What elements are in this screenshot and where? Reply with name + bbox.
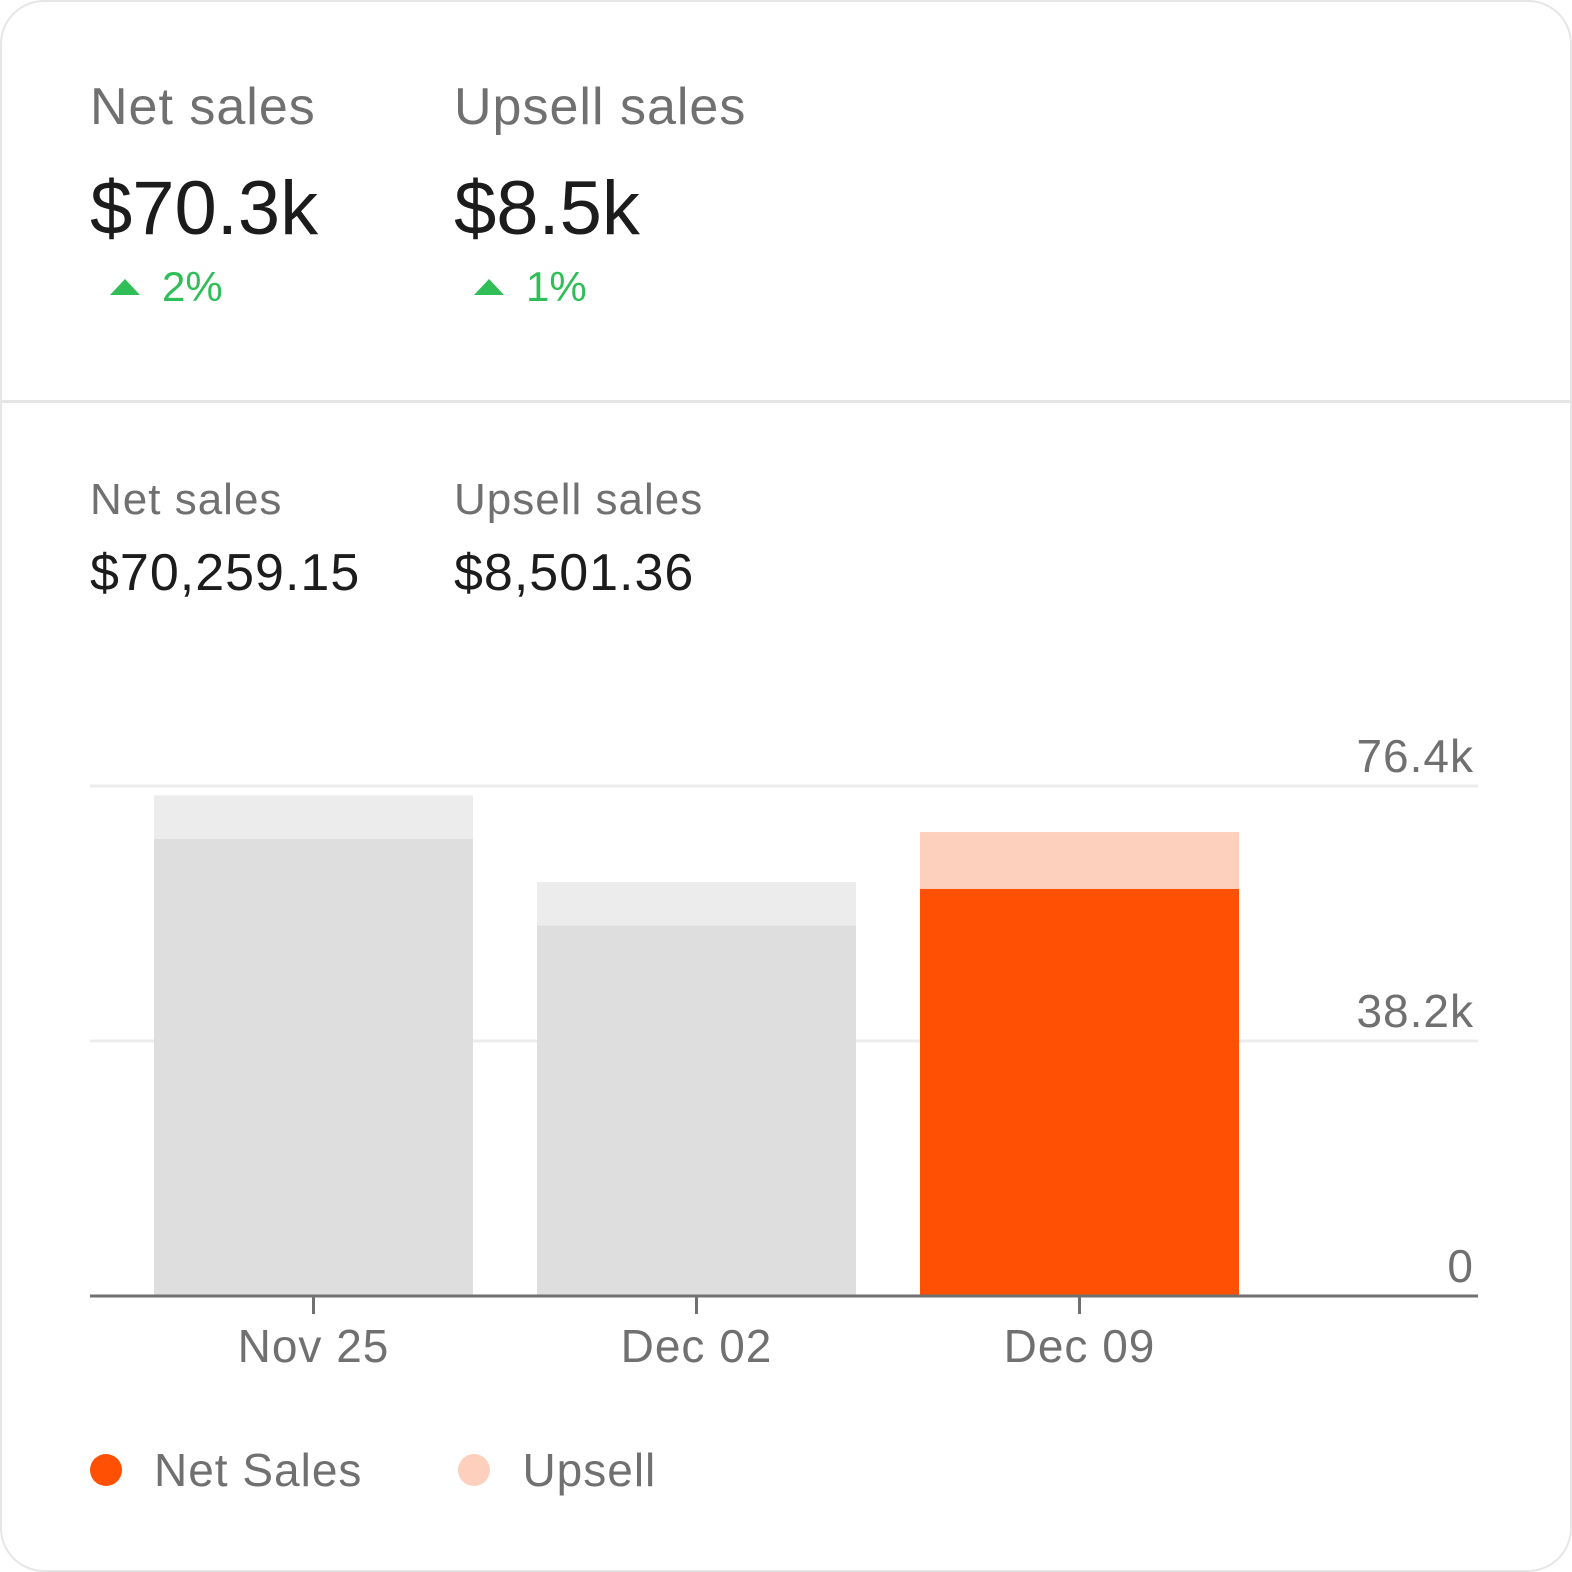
- x-tick-label-1: Dec 02: [621, 1320, 773, 1372]
- kpi-net-sales-delta: 2%: [90, 262, 318, 312]
- detail-upsell-sales-value: $8,501.36: [454, 544, 695, 602]
- kpi-upsell-sales-delta: 1%: [454, 262, 746, 312]
- kpi-upsell-sales-label: Upsell sales: [454, 78, 747, 136]
- chart-legend: Net Sales Upsell: [90, 1442, 752, 1498]
- legend-item-upsell[interactable]: Upsell: [458, 1442, 656, 1498]
- legend-label-upsell: Upsell: [522, 1444, 657, 1496]
- bar-upsell-1: [537, 882, 856, 926]
- kpi-net-sales-value: $70.3k: [90, 166, 319, 251]
- trend-up-icon: [110, 279, 140, 295]
- x-tick-label-2: Dec 09: [1004, 1320, 1156, 1372]
- y-tick-label-1: 38.2k: [1356, 985, 1474, 1037]
- trend-up-icon: [474, 279, 504, 295]
- detail-upsell-sales: Upsell sales $8,501.36: [454, 472, 703, 606]
- bar-upsell-0: [154, 795, 473, 839]
- kpi-net-sales-delta-value: 2%: [162, 263, 223, 310]
- kpi-upsell-sales: Upsell sales $8.5k 1%: [454, 74, 746, 312]
- detail-upsell-sales-label: Upsell sales: [454, 475, 704, 524]
- y-tick-label-0: 0: [1447, 1240, 1474, 1292]
- legend-swatch-upsell: [458, 1454, 491, 1486]
- kpi-upsell-sales-value: $8.5k: [454, 166, 640, 251]
- bar-upsell-2: [920, 832, 1239, 889]
- x-tick-label-0: Nov 25: [238, 1320, 390, 1372]
- legend-label-net-sales: Net Sales: [154, 1444, 363, 1496]
- bar-net-sales-0: [154, 838, 473, 1296]
- kpi-upsell-sales-delta-value: 1%: [526, 263, 587, 310]
- detail-net-sales: Net sales $70,259.15: [90, 472, 360, 606]
- detail-net-sales-label: Net sales: [90, 475, 283, 524]
- detail-net-sales-value: $70,259.15: [90, 544, 361, 602]
- bar-net-sales-1: [537, 925, 856, 1296]
- y-tick-label-2: 76.4k: [1356, 730, 1474, 782]
- legend-swatch-net-sales: [90, 1454, 122, 1486]
- kpi-net-sales: Net sales $70.3k 2%: [90, 74, 318, 312]
- section-divider: [2, 400, 1570, 403]
- legend-item-net-sales[interactable]: Net Sales: [90, 1442, 362, 1498]
- kpi-net-sales-label: Net sales: [90, 78, 316, 136]
- bar-net-sales-2: [920, 888, 1239, 1296]
